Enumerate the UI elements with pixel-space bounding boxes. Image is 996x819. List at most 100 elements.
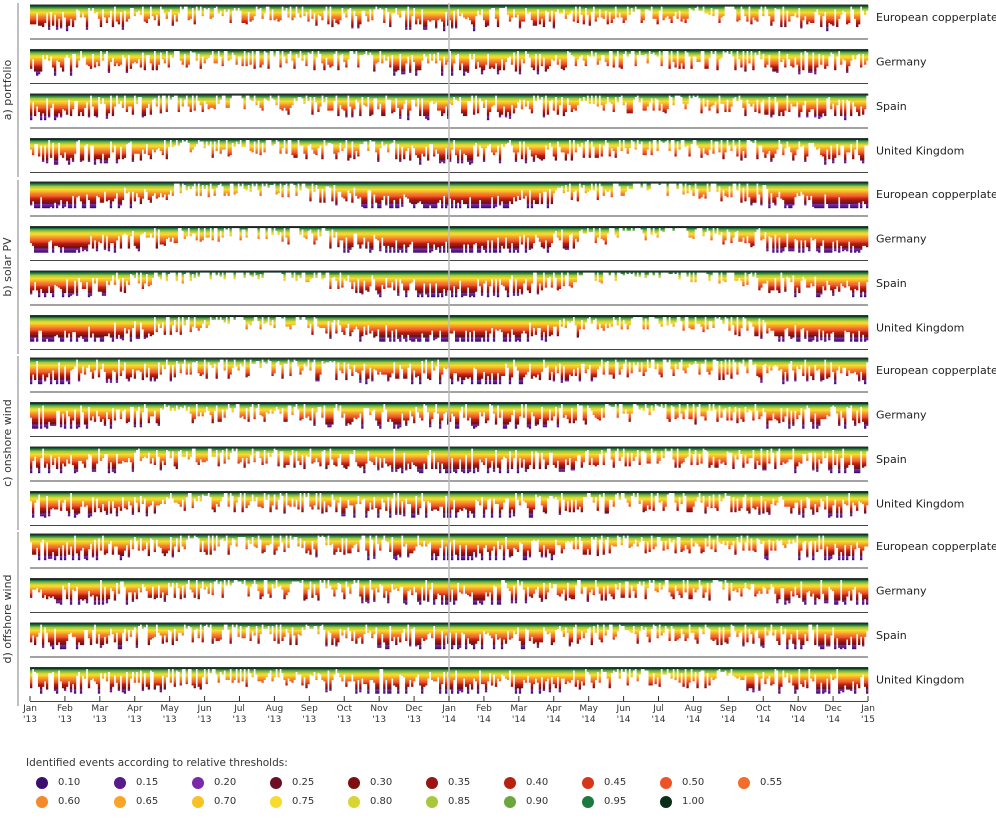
event-band bbox=[166, 8, 168, 10]
event-band bbox=[383, 13, 385, 15]
event-band bbox=[419, 6, 421, 8]
event-band bbox=[335, 16, 337, 18]
event-band bbox=[345, 8, 347, 10]
event-band bbox=[88, 6, 90, 8]
event-band bbox=[357, 27, 359, 29]
event-band bbox=[98, 13, 100, 15]
event-band bbox=[36, 8, 38, 10]
event-band bbox=[212, 9, 214, 11]
event-band bbox=[34, 6, 36, 8]
event-band bbox=[243, 16, 245, 18]
event-band bbox=[236, 9, 238, 11]
event-band bbox=[52, 8, 54, 10]
event-band bbox=[52, 12, 54, 14]
event-band bbox=[218, 6, 220, 8]
event-band bbox=[345, 10, 347, 12]
event-band bbox=[36, 10, 38, 12]
event-band bbox=[48, 28, 50, 30]
event-band bbox=[158, 20, 160, 22]
event-band bbox=[72, 10, 74, 12]
event-band bbox=[379, 6, 381, 8]
event-band bbox=[66, 20, 68, 22]
event-band bbox=[477, 6, 479, 8]
event-band bbox=[469, 19, 471, 21]
event-band bbox=[415, 13, 417, 15]
event-band bbox=[315, 13, 317, 15]
event-band bbox=[455, 12, 457, 14]
event-band bbox=[307, 9, 309, 11]
event-band bbox=[485, 23, 487, 25]
event-band bbox=[327, 13, 329, 15]
event-band bbox=[339, 10, 341, 12]
event-band bbox=[331, 26, 333, 28]
event-band bbox=[385, 6, 387, 8]
event-band bbox=[98, 17, 100, 19]
event-band bbox=[509, 12, 511, 14]
event-band bbox=[409, 27, 411, 29]
event-band bbox=[198, 8, 200, 10]
event-band bbox=[463, 10, 465, 12]
event-band bbox=[435, 15, 437, 17]
event-band bbox=[299, 15, 301, 17]
event-band bbox=[315, 6, 317, 8]
event-band bbox=[443, 6, 445, 8]
event-band bbox=[58, 6, 60, 8]
event-band bbox=[299, 8, 301, 10]
event-band bbox=[331, 20, 333, 22]
event-band bbox=[279, 6, 281, 8]
event-band bbox=[259, 6, 261, 8]
event-band bbox=[423, 27, 425, 29]
event-band bbox=[353, 8, 355, 10]
event-band bbox=[66, 12, 68, 14]
event-band bbox=[222, 15, 224, 17]
event-band bbox=[263, 8, 265, 10]
event-band bbox=[351, 19, 353, 21]
event-band bbox=[475, 6, 477, 8]
event-band bbox=[38, 15, 40, 17]
event-band bbox=[487, 19, 489, 21]
event-band bbox=[359, 17, 361, 19]
event-band bbox=[455, 17, 457, 19]
event-band bbox=[188, 15, 190, 17]
event-band bbox=[383, 19, 385, 21]
event-band bbox=[166, 16, 168, 18]
event-band bbox=[72, 23, 74, 25]
event-band bbox=[245, 17, 247, 19]
event-band bbox=[339, 19, 341, 21]
event-band bbox=[497, 19, 499, 21]
event-band bbox=[140, 13, 142, 15]
event-band bbox=[269, 17, 271, 19]
event-band bbox=[439, 12, 441, 14]
event-band bbox=[112, 8, 114, 10]
event-band bbox=[445, 8, 447, 10]
event-band bbox=[38, 19, 40, 21]
event-band bbox=[471, 16, 473, 18]
event-band bbox=[116, 20, 118, 22]
event-band bbox=[439, 16, 441, 18]
event-band bbox=[34, 10, 36, 12]
event-band bbox=[489, 6, 491, 8]
event-band bbox=[441, 20, 443, 22]
event-band bbox=[269, 8, 271, 10]
event-band bbox=[419, 9, 421, 11]
event-band bbox=[126, 12, 128, 14]
event-band bbox=[411, 15, 413, 17]
event-band bbox=[467, 16, 469, 18]
event-band bbox=[72, 13, 74, 15]
event-band bbox=[473, 28, 475, 30]
event-band bbox=[347, 6, 349, 8]
event-band bbox=[74, 17, 76, 19]
event-band bbox=[80, 6, 82, 8]
event-band bbox=[34, 16, 36, 18]
event-band bbox=[86, 13, 88, 15]
event-band bbox=[405, 26, 407, 28]
event-band bbox=[86, 20, 88, 22]
event-band bbox=[146, 10, 148, 12]
event-band bbox=[353, 9, 355, 11]
event-band bbox=[475, 12, 477, 14]
event-band bbox=[156, 6, 158, 8]
event-band bbox=[257, 6, 259, 8]
event-band bbox=[106, 20, 108, 22]
event-band bbox=[269, 16, 271, 18]
event-band bbox=[307, 16, 309, 18]
